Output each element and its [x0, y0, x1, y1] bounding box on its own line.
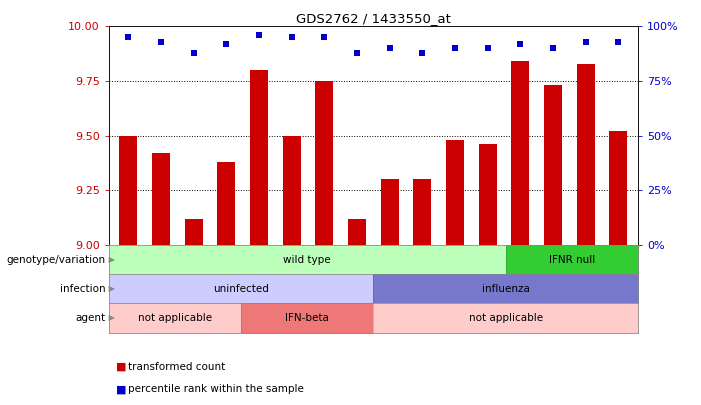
Text: percentile rank within the sample: percentile rank within the sample: [128, 384, 304, 394]
Bar: [241, 303, 374, 333]
Point: [482, 45, 494, 51]
Text: not applicable: not applicable: [468, 313, 543, 323]
Text: ■: ■: [116, 362, 126, 372]
Bar: [381, 179, 399, 245]
Title: GDS2762 / 1433550_at: GDS2762 / 1433550_at: [296, 12, 451, 25]
Text: IFNR null: IFNR null: [549, 255, 595, 264]
Bar: [152, 153, 170, 245]
Point: [188, 49, 199, 56]
Bar: [109, 303, 241, 333]
Text: ▶: ▶: [106, 284, 115, 293]
Point: [156, 38, 167, 45]
Point: [613, 38, 624, 45]
Bar: [544, 85, 562, 245]
Bar: [119, 136, 137, 245]
Point: [515, 40, 526, 47]
Point: [123, 34, 134, 40]
Text: not applicable: not applicable: [138, 313, 212, 323]
Text: ▶: ▶: [106, 255, 115, 264]
Point: [351, 49, 362, 56]
Bar: [414, 179, 431, 245]
Text: uninfected: uninfected: [213, 284, 269, 294]
Point: [384, 45, 395, 51]
Point: [416, 49, 428, 56]
Text: transformed count: transformed count: [128, 362, 226, 372]
Bar: [109, 274, 374, 303]
Bar: [315, 81, 333, 245]
Bar: [374, 303, 638, 333]
Bar: [348, 219, 366, 245]
Text: infection: infection: [60, 284, 105, 294]
Bar: [217, 162, 236, 245]
Text: genotype/variation: genotype/variation: [6, 255, 105, 264]
Point: [286, 34, 297, 40]
Bar: [283, 136, 301, 245]
Point: [319, 34, 330, 40]
Point: [221, 40, 232, 47]
Point: [547, 45, 559, 51]
Bar: [184, 219, 203, 245]
Bar: [505, 245, 638, 274]
Point: [253, 32, 264, 38]
Bar: [479, 145, 496, 245]
Text: influenza: influenza: [482, 284, 529, 294]
Text: wild type: wild type: [283, 255, 331, 264]
Point: [580, 38, 591, 45]
Bar: [577, 64, 594, 245]
Bar: [609, 131, 627, 245]
Text: agent: agent: [75, 313, 105, 323]
Bar: [109, 245, 505, 274]
Text: ■: ■: [116, 384, 126, 394]
Bar: [511, 61, 529, 245]
Bar: [374, 274, 638, 303]
Point: [449, 45, 461, 51]
Bar: [250, 70, 268, 245]
Bar: [446, 140, 464, 245]
Text: IFN-beta: IFN-beta: [285, 313, 329, 323]
Text: ▶: ▶: [106, 313, 115, 322]
